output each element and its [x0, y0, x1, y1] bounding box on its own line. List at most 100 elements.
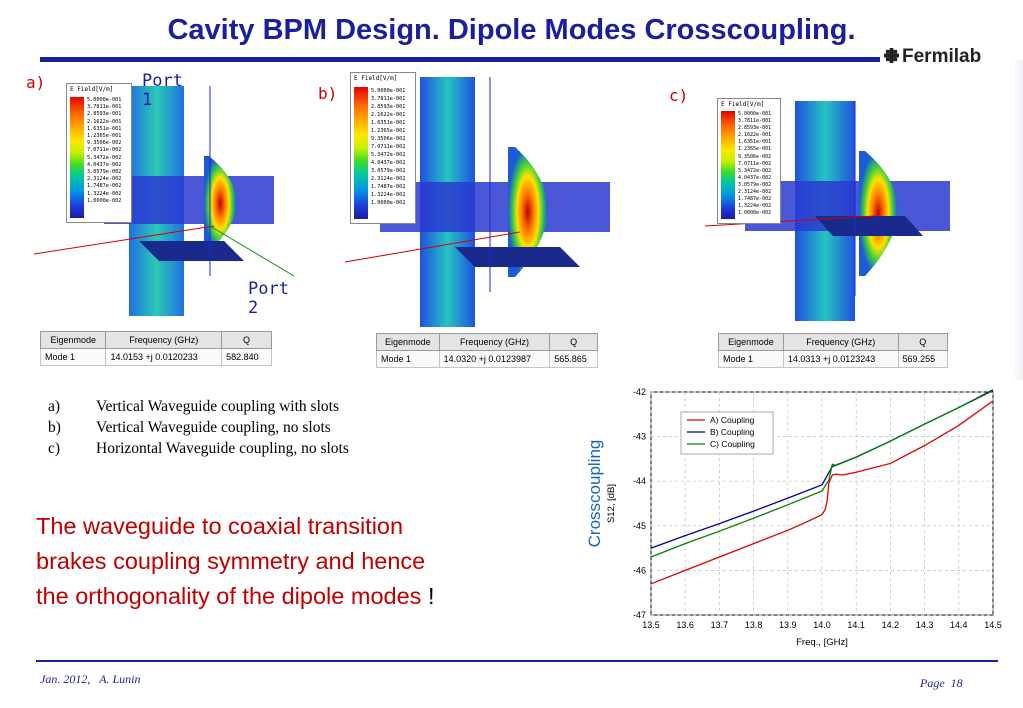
panel-c-label: c)	[669, 86, 689, 105]
mode-cell: Mode 1	[376, 350, 440, 368]
legend-tick-label: 1.7487e-002	[738, 196, 772, 203]
legend-tick-label: 5.0000e-001	[371, 88, 406, 94]
legend-tick-label: 1.6351e-001	[371, 120, 406, 126]
legend-tick-label: 1.6351e-001	[738, 139, 772, 146]
legend-tick-label: 3.7811e-001	[87, 104, 122, 111]
legend-ticks: 5.0000e-001 3.7811e-001 2.8593e-001 2.1622e…	[738, 111, 771, 217]
frequency-cell: 14.0153 +j 0.0120233	[105, 348, 223, 366]
col-frequency: Frequency (GHz)	[438, 333, 551, 351]
conclusion-line-text: the orthogonality of the dipole modes	[36, 583, 422, 609]
col-frequency: Frequency (GHz)	[105, 331, 223, 349]
side-decoration	[1012, 60, 1023, 380]
x-tick-label: 14.2	[882, 620, 900, 630]
x-tick-label: 14.0	[813, 620, 831, 630]
legend-tick-label: 2.3124e-002	[371, 176, 406, 182]
legend-tick-label: 9.3506e-002	[87, 140, 122, 147]
legend-tick-label: 1.7487e-002	[87, 183, 122, 190]
x-tick-label: 13.5	[642, 620, 660, 630]
legend-tick-label: 5.0000e-001	[738, 111, 772, 117]
y-tick-label: -47	[633, 610, 646, 620]
legend-tick-label: 3.0579e-002	[87, 169, 122, 176]
legend-tick-label: 1.0000e-002	[87, 197, 122, 204]
panel-a-label: a)	[26, 73, 46, 92]
col-eigenmode: Eigenmode	[376, 333, 440, 351]
legend-tick-label: 1.3224e-002	[371, 192, 406, 198]
port-2-label: Port 2	[248, 280, 289, 318]
legend-entry: A) Coupling	[710, 415, 755, 425]
x-tick-label: 14.1	[847, 620, 865, 630]
fermilab-logo: Fermilab	[884, 46, 981, 68]
legend-tick-label: 9.3506e-002	[738, 153, 772, 160]
x-axis-label: Freq., [GHz]	[796, 637, 848, 648]
q-cell: 569.255	[897, 350, 949, 368]
conclusion-line: brakes coupling symmetry and hence	[36, 548, 426, 574]
mode-cell: Mode 1	[718, 350, 784, 368]
footer-date-author: Jan. 2012, A. Lunin	[40, 672, 141, 686]
col-frequency: Frequency (GHz)	[782, 333, 899, 351]
frequency-cell: 14.0320 +j 0.0123987	[438, 350, 551, 368]
title-underline	[40, 57, 880, 62]
legend-tick-label: 2.3124e-002	[87, 176, 122, 183]
y-tick-label: -46	[633, 565, 646, 575]
series-line-1	[650, 400, 994, 585]
x-tick-label: 14.3	[916, 620, 934, 630]
x-tick-label: 14.5	[984, 620, 1002, 630]
port-2-text: Port 2	[248, 279, 289, 318]
legend-tick-label: 2.8593e-001	[371, 104, 406, 110]
legend-title: E Field[V/m]	[721, 101, 765, 108]
legend-tick-label: 9.3506e-002	[371, 136, 406, 142]
legend-tick-label: 3.0579e-002	[738, 181, 772, 188]
q-cell: 582.840	[221, 348, 272, 366]
list-item-tag: b)	[48, 419, 61, 436]
page-number: Page 18	[920, 676, 963, 690]
mode-cell: Mode 1	[39, 348, 107, 366]
description-list: a) Vertical Waveguide coupling with slots…	[48, 396, 349, 459]
list-item-text: Vertical Waveguide coupling, no slots	[96, 419, 331, 436]
col-eigenmode: Eigenmode	[718, 333, 784, 351]
legend-tick-label: 5.3472e-002	[87, 154, 122, 161]
fermilab-mark-icon	[884, 48, 899, 63]
port-1-label: Port 1	[142, 72, 183, 110]
legend-tick-label: 2.3124e-002	[738, 189, 772, 196]
legend-tick-label: 2.8593e-001	[738, 125, 772, 132]
table-row: Mode 1 14.0313 +j 0.0123243 569.255	[718, 350, 949, 368]
panel-b-color-legend: E Field[V/m] 5.0000e-001 3.7811e-001 2.859…	[350, 72, 416, 224]
list-item-text: Vertical Waveguide coupling with slots	[96, 398, 339, 415]
panel-a-field-image	[33, 76, 304, 326]
legend-tick-label: 2.8593e-001	[87, 111, 122, 118]
list-item-tag: a)	[48, 398, 61, 415]
legend-tick-label: 5.0000e-001	[87, 97, 122, 103]
list-item: c) Horizontal Waveguide coupling, no slot…	[48, 438, 349, 459]
col-q: Q	[549, 333, 598, 351]
legend-tick-label: 1.2365e-001	[87, 133, 122, 140]
legend-tick-label: 1.0000e-002	[371, 200, 406, 206]
legend-tick-label: 4.0437e-002	[371, 160, 406, 166]
legend-tick-label: 4.0437e-002	[738, 174, 772, 181]
port-1-text: Port 1	[142, 71, 183, 110]
conclusion-line: the orthogonality of the dipole modes !	[36, 579, 596, 614]
x-tick-label: 14.4	[950, 620, 968, 630]
panel-c-color-legend: E Field[V/m] 5.0000e-001 3.7811e-001 2.859…	[717, 98, 781, 224]
frequency-cell: 14.0313 +j 0.0123243	[782, 350, 899, 368]
panel-b-field-plot	[344, 77, 610, 327]
y-tick-label: -44	[633, 476, 646, 486]
legend-tick-label: 1.6351e-001	[87, 125, 122, 132]
x-tick-label: 13.6	[676, 620, 694, 630]
legend-colorbar	[721, 111, 735, 219]
y-axis-label: S12, [dB]	[606, 484, 617, 523]
legend-tick-label: 3.7811e-001	[371, 96, 406, 102]
list-item-tag: c)	[48, 440, 61, 457]
legend-entry: B) Coupling	[710, 427, 755, 437]
legend-tick-label: 1.3224e-002	[87, 190, 122, 197]
col-q: Q	[221, 331, 272, 349]
legend-tick-label: 2.1622e-001	[87, 118, 122, 125]
x-tick-label: 13.8	[745, 620, 763, 630]
list-item-text: Horizontal Waveguide coupling, no slots	[96, 440, 349, 457]
legend-tick-label: 1.2365e-001	[371, 128, 406, 134]
conclusion-end-mark: !	[427, 583, 435, 609]
logo-text: Fermilab	[902, 46, 982, 67]
y-tick-label: -43	[633, 432, 646, 442]
legend-tick-label: 7.0711e-002	[738, 160, 772, 167]
legend-tick-label: 4.0437e-002	[87, 161, 122, 168]
legend-colorbar	[354, 87, 368, 219]
